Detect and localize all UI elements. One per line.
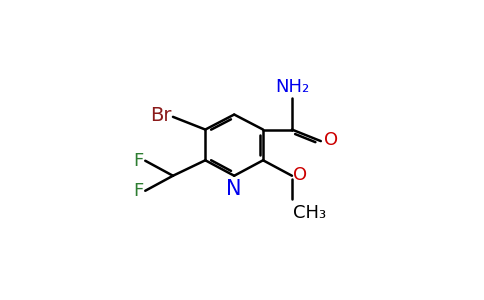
Text: F: F [133, 182, 143, 200]
Text: Br: Br [150, 106, 171, 125]
Text: CH₃: CH₃ [293, 204, 326, 222]
Text: O: O [324, 131, 338, 149]
Text: NH₂: NH₂ [275, 78, 310, 96]
Text: F: F [133, 152, 143, 170]
Text: N: N [227, 179, 242, 199]
Text: O: O [293, 166, 307, 184]
